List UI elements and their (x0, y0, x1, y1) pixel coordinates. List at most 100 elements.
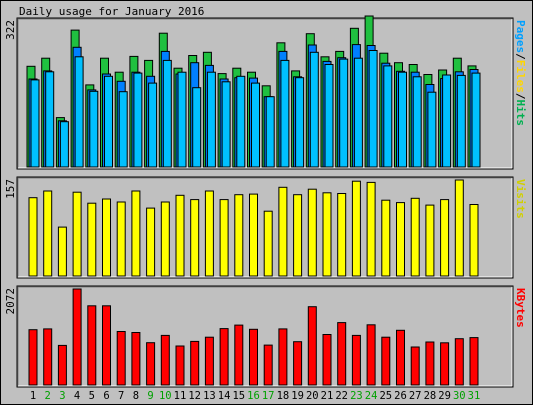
bars-kbytes (28, 288, 479, 386)
bar-pages-20 (309, 51, 319, 168)
bar-kbytes-7 (116, 331, 126, 386)
bar-pages-18 (280, 59, 290, 168)
bar-pages-14 (221, 81, 231, 168)
bar-visits-31 (469, 204, 479, 277)
bar-visits-17 (263, 210, 273, 277)
day-label-11: 11 (174, 390, 187, 402)
panel-visits: 157 Visits (4, 176, 527, 279)
bar-kbytes-17 (263, 344, 273, 386)
bar-kbytes-20 (307, 306, 317, 386)
bar-visits-16 (249, 193, 258, 277)
day-label-31: 31 (468, 390, 481, 402)
bar-visits-10 (160, 201, 170, 277)
bar-pages-10 (162, 59, 172, 168)
day-label-26: 26 (394, 390, 407, 402)
bar-visits-5 (87, 202, 97, 277)
bar-pages-17 (265, 96, 275, 168)
bar-kbytes-4 (72, 288, 82, 386)
day-label-4: 4 (74, 390, 80, 402)
day-label-16: 16 (247, 390, 260, 402)
bars-visits (28, 179, 479, 277)
day-label-23: 23 (350, 390, 363, 402)
bar-kbytes-18 (278, 328, 288, 386)
bar-kbytes-8 (131, 332, 141, 386)
panel-kbytes: 2072 KBytes (4, 285, 527, 388)
bar-visits-8 (131, 190, 141, 277)
bar-visits-6 (102, 198, 111, 277)
label-separator: / (514, 53, 527, 60)
bar-pages-5 (89, 90, 99, 168)
bar-kbytes-6 (102, 305, 111, 386)
bar-pages-15 (236, 75, 246, 168)
bar-visits-23 (351, 180, 361, 277)
bar-kbytes-23 (351, 334, 361, 386)
bar-kbytes-9 (146, 342, 156, 386)
day-label-1: 1 (30, 390, 36, 402)
day-label-27: 27 (409, 390, 422, 402)
day-label-17: 17 (262, 390, 275, 402)
label-hits: Hits (514, 100, 527, 127)
bar-kbytes-1 (28, 329, 38, 386)
chart-title: Daily usage for January 2016 (19, 5, 204, 18)
bar-pages-9 (148, 82, 158, 168)
bar-visits-9 (146, 207, 156, 277)
bar-pages-21 (324, 64, 334, 168)
bar-visits-25 (381, 199, 391, 277)
day-label-18: 18 (277, 390, 290, 402)
bar-visits-14 (219, 199, 229, 277)
bar-pages-23 (353, 57, 363, 168)
day-label-22: 22 (335, 390, 348, 402)
bar-pages-19 (295, 77, 305, 168)
day-axis-labels: 1 2 3 4 5 6 7 8 9 10 11 12 13 14 15 16 17 18 19 20 21 22 23 24 2… (30, 390, 480, 402)
bar-kbytes-5 (87, 305, 97, 386)
bar-visits-3 (57, 226, 67, 277)
bar-pages-31 (471, 72, 481, 168)
bar-kbytes-29 (440, 342, 450, 386)
bar-visits-30 (454, 179, 464, 277)
label-files: Files (514, 60, 527, 93)
bar-kbytes-10 (160, 334, 170, 386)
bar-kbytes-21 (322, 334, 332, 386)
label-visits: Visits (514, 179, 527, 219)
bar-kbytes-14 (219, 328, 229, 386)
label-pages: Pages (514, 20, 527, 53)
bar-kbytes-28 (425, 341, 435, 386)
bar-pages-3 (59, 121, 69, 168)
bar-pages-30 (456, 74, 466, 168)
bar-pages-6 (104, 75, 113, 168)
bars-pages-files-hits (26, 15, 481, 168)
bar-visits-2 (43, 190, 53, 277)
right-axis-label: KBytes (514, 288, 527, 328)
bar-pages-22 (339, 58, 349, 168)
bar-kbytes-15 (234, 324, 244, 386)
right-axis-label: Visits (514, 179, 527, 219)
bar-kbytes-11 (175, 345, 185, 386)
day-label-20: 20 (306, 390, 319, 402)
bar-kbytes-30 (454, 338, 464, 386)
day-label-28: 28 (424, 390, 437, 402)
day-label-30: 30 (453, 390, 466, 402)
bar-pages-4 (74, 56, 84, 168)
day-label-7: 7 (118, 390, 124, 402)
bar-pages-11 (177, 71, 187, 168)
bar-kbytes-3 (57, 344, 67, 386)
bar-visits-13 (204, 190, 214, 277)
bar-visits-18 (278, 186, 288, 277)
day-label-29: 29 (438, 390, 451, 402)
bar-pages-27 (412, 76, 422, 168)
bar-pages-2 (45, 71, 55, 168)
bar-visits-22 (337, 193, 347, 277)
bar-visits-1 (28, 197, 38, 277)
bar-pages-28 (427, 91, 437, 168)
bar-visits-4 (72, 191, 82, 277)
bar-pages-24 (368, 50, 378, 168)
bar-pages-1 (30, 79, 40, 168)
bar-kbytes-31 (469, 337, 479, 386)
bar-kbytes-26 (396, 329, 405, 386)
y-max-label: 157 (4, 179, 17, 199)
bar-visits-11 (175, 194, 185, 277)
bar-pages-29 (442, 74, 452, 168)
day-label-5: 5 (89, 390, 95, 402)
